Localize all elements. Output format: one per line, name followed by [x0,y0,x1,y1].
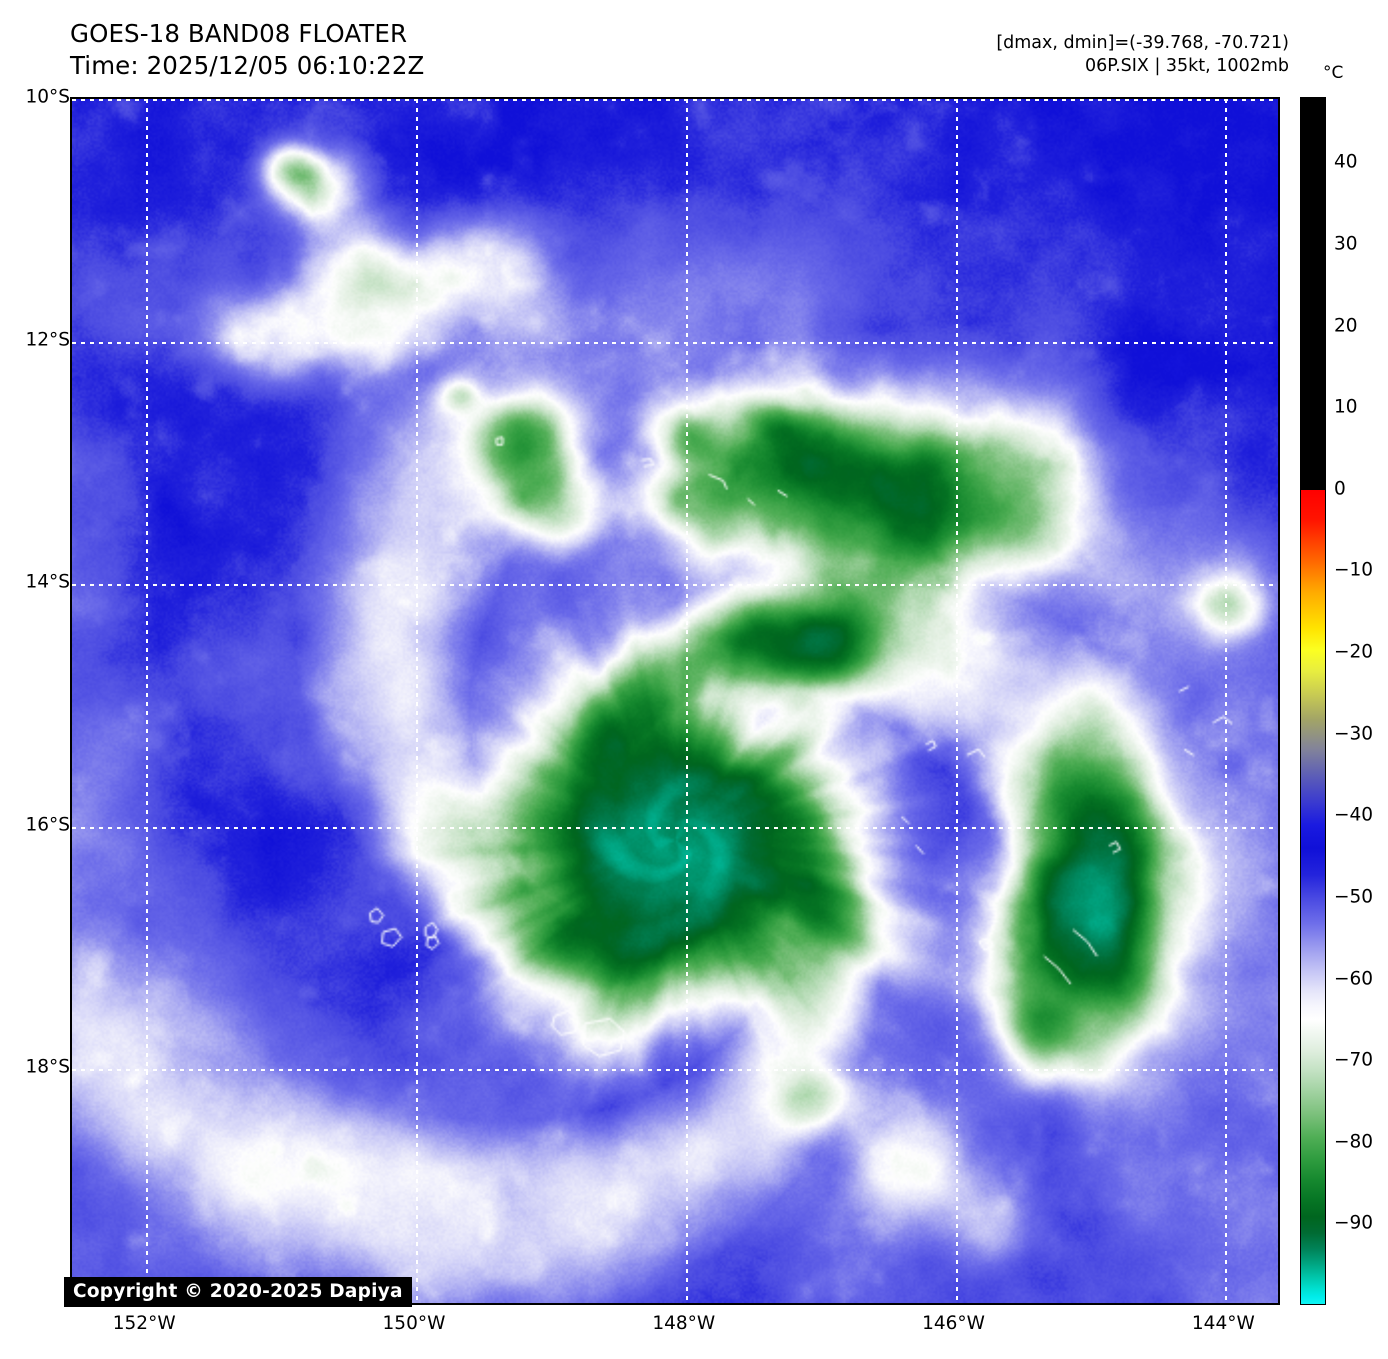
storm-info-label: 06P.SIX | 35kt, 1002mb [1084,55,1289,76]
colorbar-tick-5: −10 [1334,559,1374,581]
timestamp-label: Time: 2025/12/05 06:10:22Z [70,50,425,80]
colorbar-unit-label: °C [1323,63,1344,83]
colorbar-tick-0: 40 [1334,151,1358,173]
lat-tick-2: 14°S [25,571,70,593]
colorbar-tick-8: −40 [1334,804,1374,826]
temperature-colorbar [1300,97,1326,1305]
lon-tick-4: 144°W [1191,1313,1255,1334]
colorbar-tick-13: −90 [1334,1212,1374,1234]
colorbar-tick-7: −30 [1334,723,1374,745]
colorbar-tick-4: 0 [1334,478,1346,500]
copyright-watermark: Copyright © 2020-2025 Dapiya [64,1277,412,1307]
dmax-dmin-label: [dmax, dmin]=(-39.768, -70.721) [996,33,1289,53]
header-meta-block: [dmax, dmin]=(-39.768, -70.721) 06P.SIX … [996,32,1289,78]
colorbar-tick-10: −60 [1334,968,1374,989]
colorbar-tick-1: 30 [1334,233,1358,255]
header-title-block: GOES-18 BAND08 FLOATER Time: 2025/12/05 … [70,18,424,82]
lon-tick-1: 150°W [382,1313,446,1334]
colorbar-tick-2: 20 [1334,315,1358,337]
colorbar-tick-6: −20 [1334,641,1374,663]
colorbar-tick-9: −50 [1334,886,1374,908]
lat-tick-3: 16°S [25,814,70,836]
page-title: GOES-18 BAND08 FLOATER [70,19,408,48]
satellite-imagery-canvas [72,99,1278,1303]
colorbar-tick-11: −70 [1334,1049,1374,1071]
lon-tick-2: 148°W [652,1313,716,1334]
lat-tick-1: 12°S [25,329,70,351]
lon-tick-3: 146°W [922,1313,985,1334]
lon-tick-0: 152°W [112,1313,176,1334]
colorbar-tick-12: −80 [1334,1131,1374,1153]
lat-tick-4: 18°S [25,1056,70,1078]
colorbar-tick-3: 10 [1334,396,1358,418]
satellite-image-plot[interactable] [70,97,1280,1305]
lat-tick-0: 10°S [25,86,70,108]
